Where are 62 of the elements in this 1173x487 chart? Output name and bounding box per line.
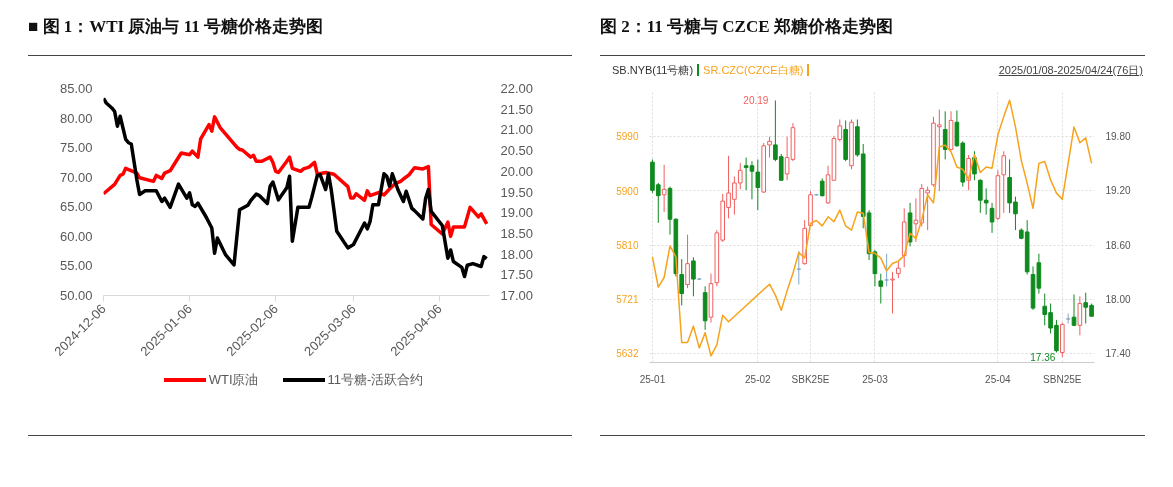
y-tick-label: 65.00: [59, 199, 93, 215]
candlestick: [755, 158, 761, 211]
y-tick-label: 5810: [616, 240, 639, 252]
y2-tick-label: 21.00: [500, 122, 534, 138]
chart-title: 图 2：11 号糖与 CZCE 郑糖价格走势图: [600, 16, 893, 38]
candlestick: [767, 136, 772, 159]
y2-tick-label: 20.00: [500, 163, 534, 179]
y2-tick-label: 20.50: [500, 143, 534, 159]
y2-tick-label: 17.50: [500, 267, 534, 283]
y2-tick-label: 19.80: [1105, 130, 1131, 142]
x-tick-label: SBN25E: [1043, 373, 1082, 385]
text: 20.19: [743, 95, 769, 107]
candlestick: [942, 110, 948, 160]
y-tick-label: 55.00: [59, 258, 93, 274]
y2-tick-label: 18.00: [500, 246, 534, 262]
y-tick-label: 85.00: [59, 81, 93, 96]
x-tick-label: 25-03: [862, 373, 889, 385]
candlestick: [819, 177, 825, 198]
candlestick: [890, 271, 895, 315]
legend-label: WTI原油: [208, 370, 259, 389]
candlestick: [878, 273, 884, 305]
line-series: [103, 115, 489, 239]
text: 2025/01/08-2025/04/24(76日): [998, 63, 1143, 79]
x-tick-label: 25-04: [985, 373, 1012, 385]
x-tick-label: SBK25E: [791, 373, 830, 385]
y-tick-label: 60.00: [59, 228, 93, 244]
y-tick-label: 70.00: [59, 169, 93, 185]
candlestick: [989, 202, 995, 234]
candlestick: [978, 178, 983, 214]
candlestick: [983, 187, 989, 216]
candlestick: [1001, 150, 1007, 214]
y-tick-label: 50.00: [59, 288, 93, 303]
y2-tick-label: 18.00: [1105, 294, 1131, 306]
candlestick: [691, 256, 696, 297]
candlestick: [685, 234, 690, 289]
y2-tick-label: 19.00: [500, 205, 534, 221]
y-tick-label: 5632: [616, 348, 639, 360]
legend-label: SR.CZC(CZCE白糖): [703, 64, 810, 77]
y2-tick-label: 21.50: [500, 101, 534, 117]
legend-label: 11号糖-活跃合约: [327, 370, 424, 389]
y-tick-label: 5900: [616, 185, 639, 197]
line-series: [103, 96, 489, 279]
y-tick-label: 75.00: [59, 140, 93, 156]
x-tick-label: 25-01: [639, 373, 666, 385]
candlestick: [679, 258, 685, 306]
y2-tick-label: 17.40: [1105, 348, 1131, 360]
legend-label: SB.NYB(11号糖): [612, 64, 700, 77]
y-tick-label: 80.00: [59, 110, 93, 126]
y2-tick-label: 22.00: [500, 81, 534, 96]
text: 17.36: [1030, 352, 1056, 364]
y2-tick-label: 18.50: [500, 225, 534, 241]
y2-tick-label: 19.20: [1105, 185, 1131, 197]
y-tick-label: 5990: [616, 131, 639, 143]
candlestick: [661, 164, 667, 213]
y-tick-label: 5721: [616, 294, 639, 306]
y2-tick-label: 17.00: [500, 288, 534, 303]
candlestick: [796, 250, 802, 286]
candlestick: [1077, 295, 1083, 336]
chart-title: ■ 图 1：WTI 原油与 11 号糖价格走势图: [28, 16, 324, 38]
x-tick-label: 25-02: [745, 373, 772, 385]
y2-tick-label: 19.50: [500, 184, 534, 200]
y2-tick-label: 18.60: [1105, 239, 1131, 251]
